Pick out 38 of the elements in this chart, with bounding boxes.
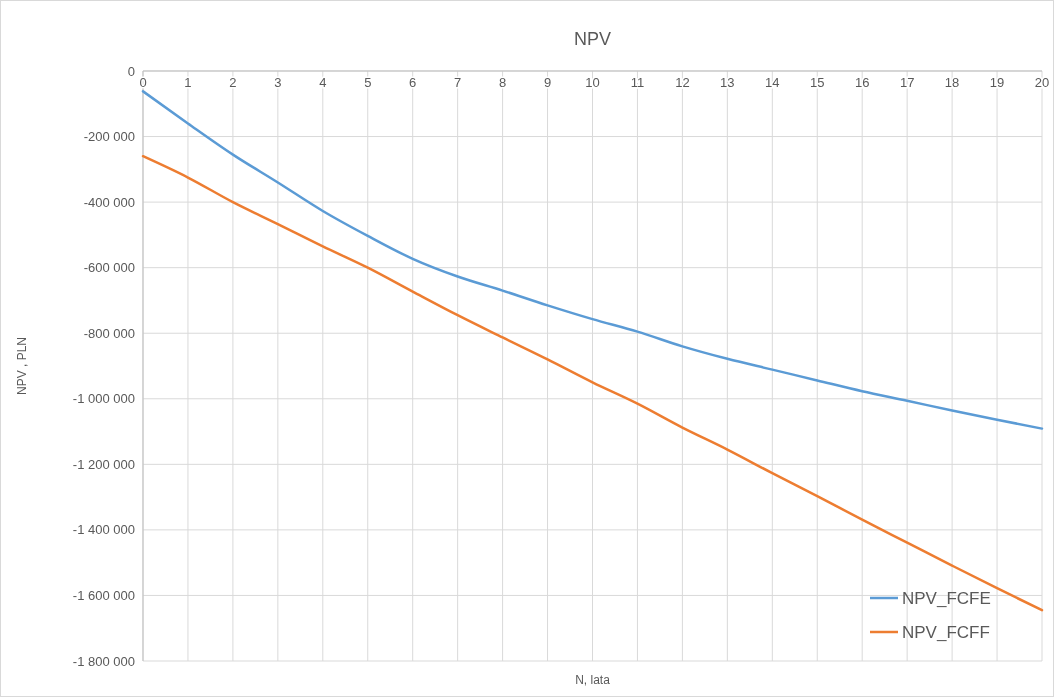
x-tick-label: 18 [944,75,960,90]
legend-label: NPV_FCFE [902,588,991,608]
x-tick-label: 5 [364,75,372,90]
y-tick-label: -800 000 [83,325,135,341]
y-tick-label: -1 400 000 [72,522,135,538]
y-tick-label: -400 000 [83,194,135,210]
line-series [141,90,1044,430]
x-tick-label: 9 [543,75,552,90]
chart-title: NPV [573,29,612,49]
x-tick-label: 12 [675,75,690,90]
y-tick-label: -600 000 [83,260,135,276]
x-tick-label: 19 [989,75,1005,90]
x-tick-label: 6 [409,75,417,90]
x-tick-label: 15 [810,75,825,90]
y-tick-label: -1 600 000 [72,587,135,603]
y-tick-label: -1 800 000 [72,653,135,669]
x-tick-label: 0 [139,75,147,90]
x-tick-label: 7 [454,75,462,90]
x-tick-label: 14 [765,75,780,90]
x-tick-label: 16 [854,75,870,90]
x-tick-label: 1 [184,75,192,90]
legend-label: NPV_FCFF [902,622,990,642]
y-tick-label: -1 000 000 [72,391,135,407]
x-tick-label: 2 [229,75,237,90]
x-tick-label: 13 [720,75,735,90]
y-axis-title: NPV , PLN [15,336,29,396]
y-tick-label: 0 [127,63,135,79]
x-tick-label: 4 [319,75,327,90]
x-tick-label: 11 [630,75,645,90]
x-tick-label: 20 [1034,75,1050,90]
y-tick-label: -200 000 [83,129,135,145]
x-tick-label: 3 [274,75,282,90]
x-axis-title: N, lata [575,673,611,687]
line-series [141,154,1044,612]
x-tick-label: 10 [585,75,600,90]
x-tick-label: 17 [899,75,915,90]
y-tick-label: -1 200 000 [72,456,135,472]
x-tick-label: 8 [498,75,507,90]
